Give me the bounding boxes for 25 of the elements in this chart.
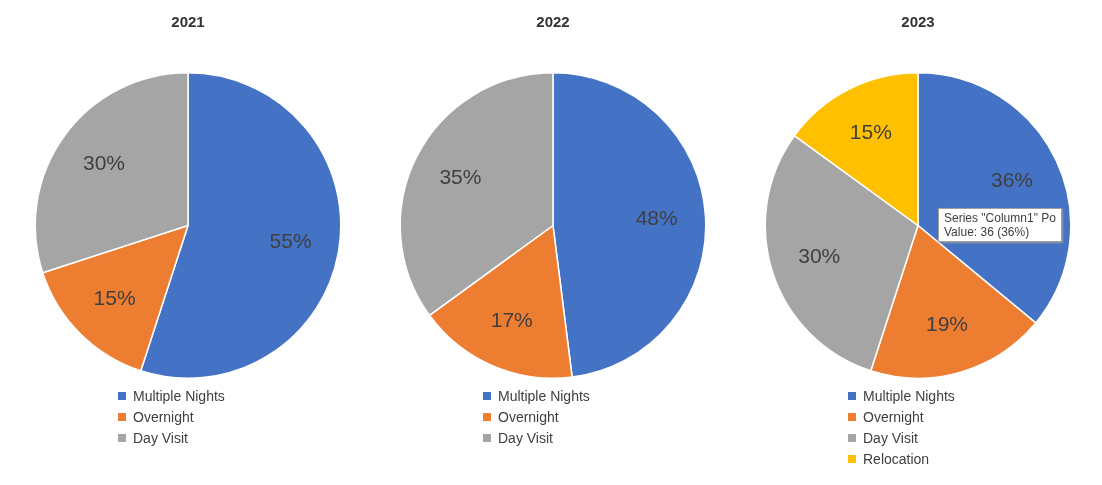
text: Value: 36 (36%): [944, 225, 1031, 239]
data-label: 15%: [849, 119, 892, 143]
legend-label: Overnight: [863, 408, 924, 425]
data-label: 30%: [798, 244, 841, 268]
legend-label: Multiple Nights: [863, 387, 955, 404]
legend-label: Multiple Nights: [498, 387, 590, 404]
data-label: 15%: [93, 285, 136, 309]
legend-label: Day Visit: [863, 429, 918, 446]
data-label: 55%: [269, 228, 312, 252]
data-label: 17%: [490, 307, 533, 331]
chart-title: 2022: [536, 13, 570, 31]
data-label: 35%: [439, 165, 482, 189]
data-label: 19%: [925, 312, 968, 336]
data-label: 48%: [635, 205, 678, 229]
chart-title: 2021: [171, 13, 205, 31]
text: Series "Column1" Po: [944, 211, 1056, 225]
legend-label: Multiple Nights: [133, 387, 225, 404]
legend-label: Overnight: [498, 408, 559, 425]
data-label: 30%: [82, 151, 125, 175]
legend-label: Day Visit: [498, 429, 553, 446]
legend-label: Relocation: [863, 450, 930, 467]
chart-title: 2023: [901, 13, 935, 31]
legend-label: Overnight: [133, 408, 194, 425]
legend-label: Day Visit: [133, 429, 188, 446]
data-label: 36%: [990, 168, 1033, 192]
